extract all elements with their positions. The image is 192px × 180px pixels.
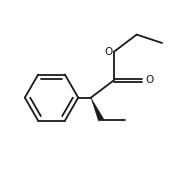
Polygon shape xyxy=(91,98,104,121)
Text: O: O xyxy=(145,75,153,85)
Text: O: O xyxy=(104,47,112,57)
